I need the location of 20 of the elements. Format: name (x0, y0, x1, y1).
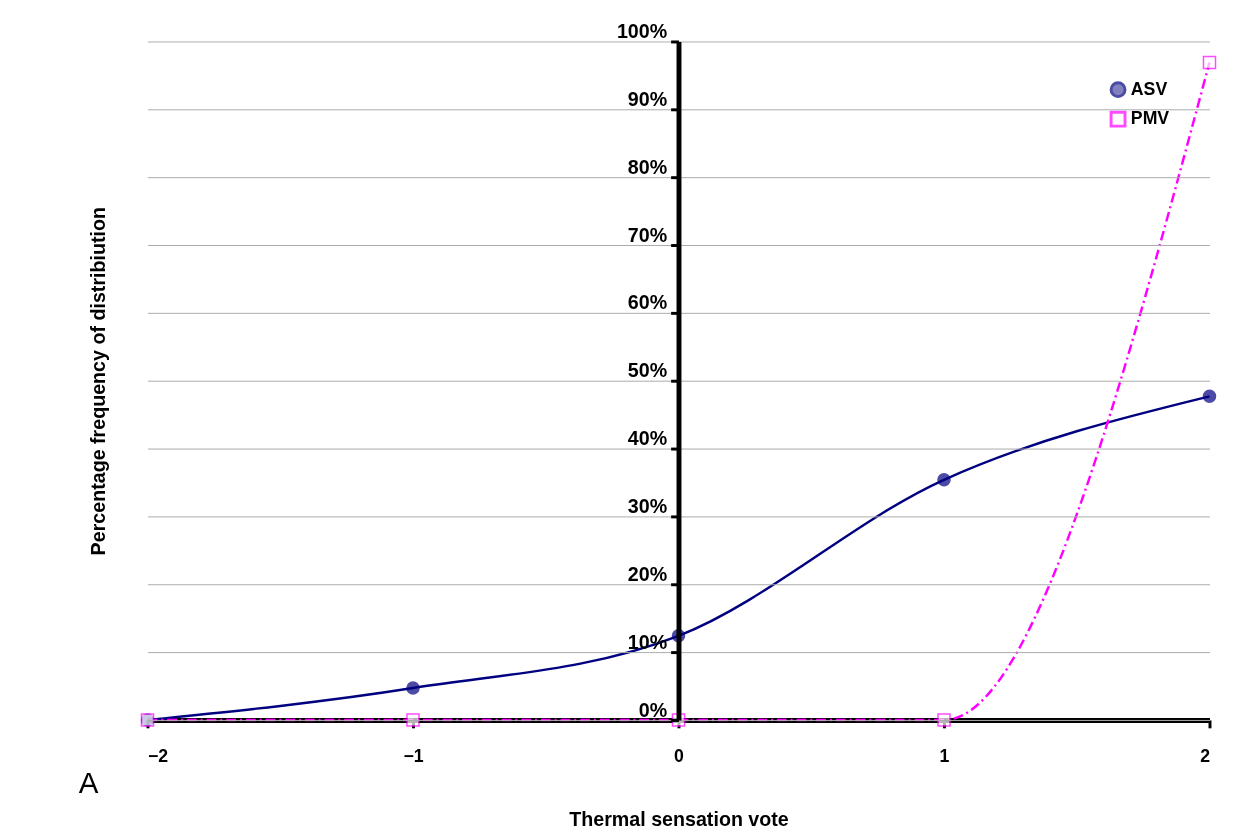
y-tick-label: 40% (627, 427, 668, 450)
text: A (78, 765, 99, 799)
x-tick-label: 2 (1200, 745, 1211, 766)
y-tick-label: 70% (627, 223, 668, 246)
y-tick-label: 100% (616, 20, 668, 43)
legend-label: ASV (1130, 78, 1168, 99)
y-tick-label: 50% (627, 359, 668, 382)
y-tick-label: 20% (627, 562, 668, 585)
y-tick-label: 0% (638, 698, 668, 721)
x-axis-title: Thermal sensation vote (569, 807, 789, 830)
legend-label: PMV (1130, 108, 1170, 129)
y-axis-title: Percentage frequency of distribiution (86, 207, 109, 556)
x-tick-label: −1 (403, 745, 424, 766)
y-tick-label: 80% (627, 155, 668, 178)
y-tick-label: 30% (627, 494, 668, 517)
x-tick-label: −2 (147, 745, 169, 766)
x-tick-label: 0 (674, 745, 685, 766)
y-tick-label: 60% (627, 291, 668, 314)
x-tick-label: 1 (939, 745, 950, 766)
y-tick-label: 90% (627, 87, 668, 110)
